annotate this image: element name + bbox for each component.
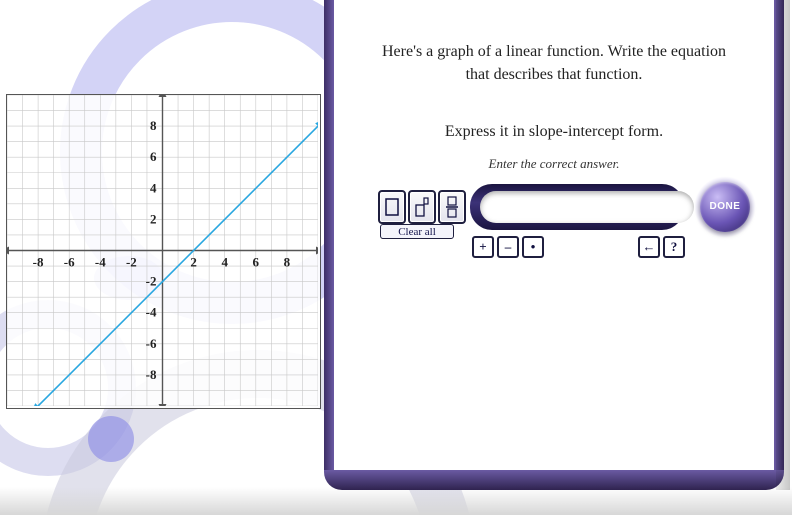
- template-palette: [378, 190, 466, 224]
- question-text-1: Here's a graph of a linear function. Wri…: [374, 40, 734, 86]
- svg-text:6: 6: [150, 149, 157, 164]
- svg-text:2: 2: [150, 211, 157, 226]
- question-hint: Enter the correct answer.: [374, 156, 734, 172]
- backspace-button[interactable]: ←: [638, 236, 660, 258]
- svg-text:-8: -8: [33, 255, 44, 270]
- svg-text:-4: -4: [95, 255, 106, 270]
- svg-text:8: 8: [150, 118, 157, 133]
- dot-button[interactable]: •: [522, 236, 544, 258]
- template-box-button[interactable]: [378, 190, 406, 224]
- panel-border-bottom: [324, 470, 784, 490]
- plus-button[interactable]: +: [472, 236, 494, 258]
- svg-text:-4: -4: [146, 305, 157, 320]
- question-text-2: Express it in slope-intercept form.: [374, 120, 734, 143]
- panel-inner: Here's a graph of a linear function. Wri…: [334, 0, 774, 470]
- svg-text:8: 8: [284, 255, 291, 270]
- svg-text:6: 6: [253, 255, 260, 270]
- svg-text:-2: -2: [126, 255, 137, 270]
- help-button[interactable]: ?: [663, 236, 685, 258]
- template-exponent-button[interactable]: [408, 190, 436, 224]
- answer-input[interactable]: [480, 191, 694, 223]
- question-panel: Here's a graph of a linear function. Wri…: [324, 0, 784, 490]
- svg-text:-6: -6: [64, 255, 75, 270]
- symbol-row: + – •: [472, 236, 544, 258]
- svg-text:2: 2: [190, 255, 197, 270]
- panel-border-left: [324, 0, 334, 472]
- svg-text:-2: -2: [146, 274, 157, 289]
- done-wrap: DONE: [700, 182, 750, 232]
- clear-all-button[interactable]: Clear all: [380, 224, 454, 239]
- footer-gradient: [0, 487, 792, 515]
- graph-panel: -8 -8 -6 -6 -4 -4 -2 -2 2 2 4 4 6 6 8 8: [6, 94, 321, 409]
- svg-text:-6: -6: [146, 336, 157, 351]
- minus-button[interactable]: –: [497, 236, 519, 258]
- svg-text:-8: -8: [146, 367, 157, 382]
- panel-shadow: [776, 0, 790, 490]
- done-button[interactable]: DONE: [700, 182, 750, 232]
- svg-text:4: 4: [150, 180, 157, 195]
- svg-text:4: 4: [221, 255, 228, 270]
- answer-input-frame: [470, 184, 684, 230]
- template-fraction-button[interactable]: [438, 190, 466, 224]
- stage: -8 -8 -6 -6 -4 -4 -2 -2 2 2 4 4 6 6 8 8 Here's a graph …: [0, 0, 792, 515]
- nav-row: ← ?: [638, 236, 685, 258]
- graph-svg: -8 -8 -6 -6 -4 -4 -2 -2 2 2 4 4 6 6 8 8: [7, 95, 318, 406]
